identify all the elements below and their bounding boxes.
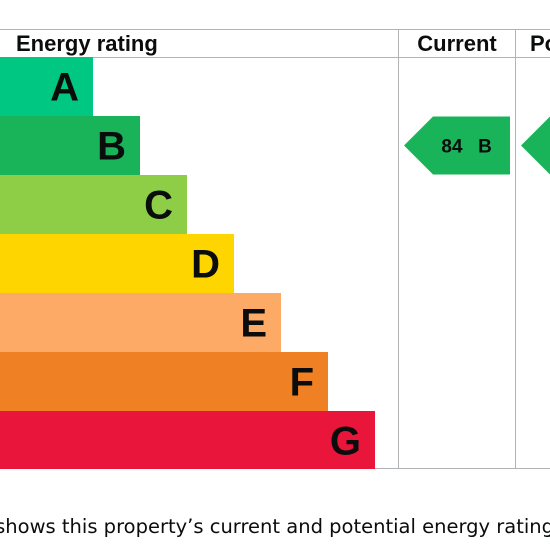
current-rating-band: B xyxy=(478,137,492,158)
band-letter-e: E xyxy=(240,302,267,346)
potential-rating-arrow xyxy=(521,116,550,175)
band-letter-c: C xyxy=(144,184,173,228)
chart-caption: h shows this property’s current and pote… xyxy=(0,515,550,541)
current-rating-score: 84 xyxy=(441,137,463,158)
energy-rating-svg: Energy ratingCurrentPoABCDEFG84B xyxy=(0,29,550,469)
band-letter-f: F xyxy=(290,361,314,405)
caption-text: h shows this property’s current and pote… xyxy=(0,515,550,538)
header-current: Current xyxy=(417,31,497,56)
band-e xyxy=(0,293,281,352)
band-letter-g: G xyxy=(330,420,361,464)
energy-rating-chart: Energy ratingCurrentPoABCDEFG84B xyxy=(0,29,550,469)
band-c xyxy=(0,175,187,234)
header-energy-rating: Energy rating xyxy=(16,31,158,56)
band-d xyxy=(0,234,234,293)
band-letter-d: D xyxy=(191,243,220,287)
band-g xyxy=(0,411,375,469)
band-f xyxy=(0,352,328,411)
band-letter-b: B xyxy=(97,125,126,169)
header-potential: Po xyxy=(530,31,550,56)
band-a xyxy=(0,57,93,116)
current-rating-arrow xyxy=(404,116,510,175)
band-b xyxy=(0,116,140,175)
band-letter-a: A xyxy=(50,66,79,110)
